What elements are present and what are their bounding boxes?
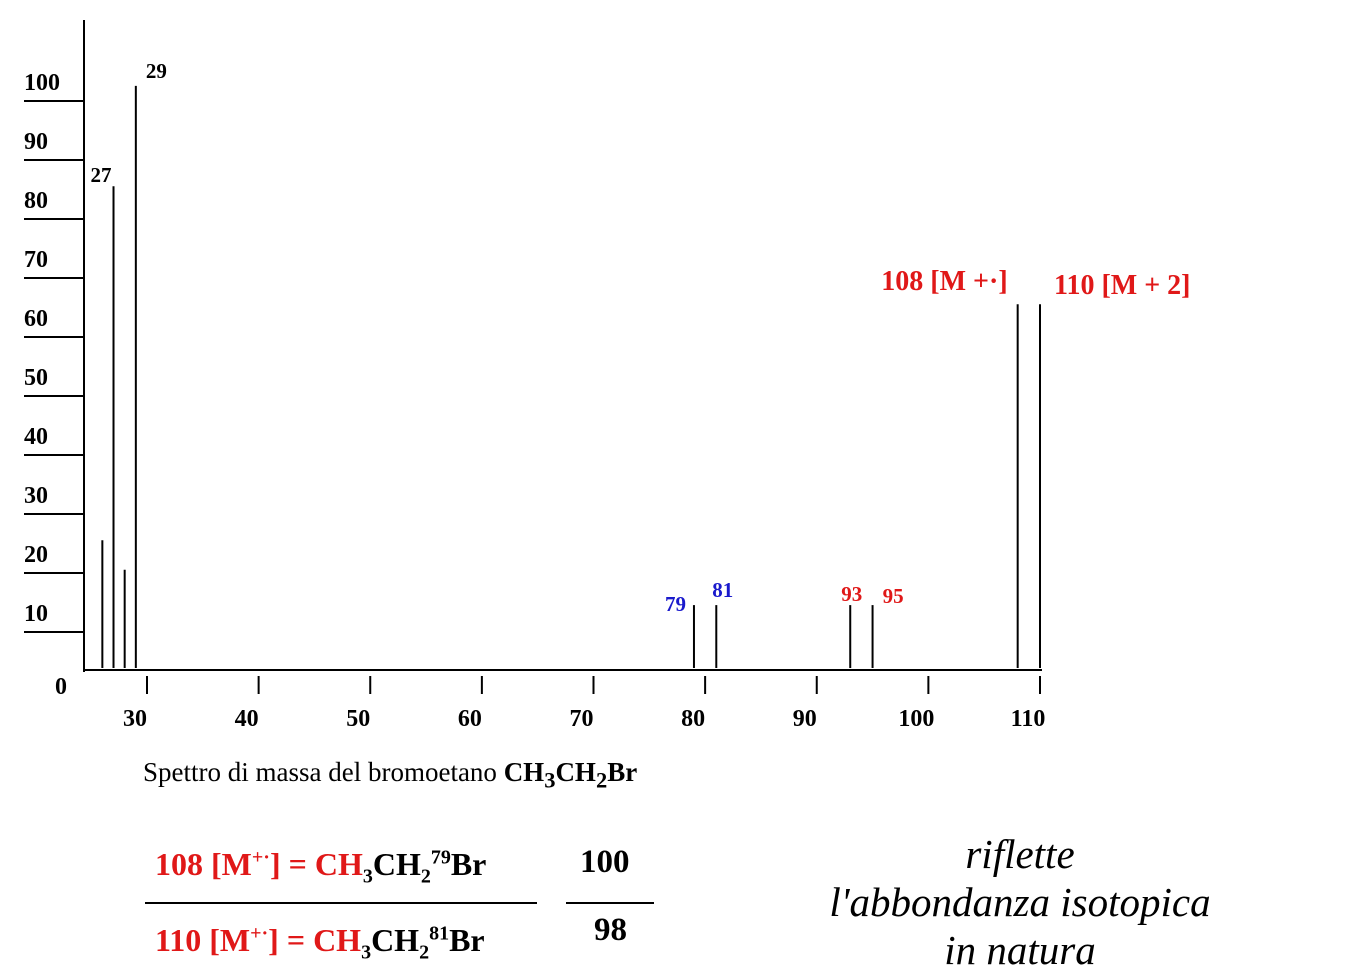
equation-bottom: 110 [M+·] = CH3CH281Br xyxy=(155,922,485,964)
x-tick-label-40: 40 xyxy=(235,706,259,732)
mass-spectrum-chart: 10 20 30 40 50 60 70 80 90 100 0 30 40 50 60 70 80 90 100… xyxy=(24,20,1191,732)
x-tick-label-90: 90 xyxy=(793,706,817,732)
y-tick-label-80: 80 xyxy=(24,188,48,214)
y-tick-label-30: 30 xyxy=(24,483,48,509)
y-tick-label-40: 40 xyxy=(24,424,48,450)
note-line-3: in natura xyxy=(944,927,1096,973)
peak-label-95: 95 xyxy=(883,584,904,608)
y-tick-label-20: 20 xyxy=(24,542,48,568)
peak-label-108: 108 [M +·] xyxy=(881,266,1007,297)
x-tick-label-100: 100 xyxy=(898,706,934,732)
note-line-2: l'abbondanza isotopica xyxy=(829,879,1211,925)
peak-label-79: 79 xyxy=(665,592,686,616)
x-tick-label-50: 50 xyxy=(346,706,370,732)
peak-label-27: 27 xyxy=(91,163,112,187)
y-tick-label-100: 100 xyxy=(24,70,60,96)
peak-labels: 27 29 79 81 93 95 108 [M +·] 110 [M + 2] xyxy=(91,59,1191,616)
y-tick-label-60: 60 xyxy=(24,306,48,332)
peak-label-81: 81 xyxy=(712,578,733,602)
x-tick-label-60: 60 xyxy=(458,706,482,732)
ion-108: 108 [M+·] xyxy=(155,846,281,882)
equation-top: 108 [M+·] = CH3CH279Br xyxy=(155,846,487,888)
peak-label-29: 29 xyxy=(146,59,167,83)
y-tick-label-90: 90 xyxy=(24,129,48,155)
ratio-bottom: 98 xyxy=(594,912,627,948)
ratio-bar xyxy=(566,902,654,904)
chart-axes xyxy=(24,20,1042,694)
note-line-1: riflette xyxy=(965,831,1075,877)
x-tick-label-70: 70 xyxy=(570,706,594,732)
y-tick-label-10: 10 xyxy=(24,601,48,627)
x-tick-label-30: 30 xyxy=(123,706,147,732)
fraction-bar xyxy=(145,902,537,904)
x-tick-label-80: 80 xyxy=(681,706,705,732)
peaks-group xyxy=(101,85,1041,668)
y-axis-labels: 10 20 30 40 50 60 70 80 90 100 0 xyxy=(24,70,67,700)
x-axis-labels: 30 40 50 60 70 80 90 100 110 xyxy=(123,706,1045,732)
y-tick-label-70: 70 xyxy=(24,247,48,273)
ratio-top: 100 xyxy=(580,844,630,880)
ion-110: 110 [M+·] xyxy=(155,922,279,958)
x-tick-label-110: 110 xyxy=(1011,706,1046,732)
caption-text: Spettro di massa del bromoetano xyxy=(143,757,497,787)
chart-caption: Spettro di massa del bromoetano CH3CH2Br xyxy=(143,757,637,793)
peak-label-93: 93 xyxy=(841,582,862,606)
caption-formula: CH3CH2Br xyxy=(503,757,638,793)
y-tick-label-0: 0 xyxy=(55,674,67,700)
peak-label-110: 110 [M + 2] xyxy=(1054,270,1191,301)
y-tick-label-50: 50 xyxy=(24,365,48,391)
